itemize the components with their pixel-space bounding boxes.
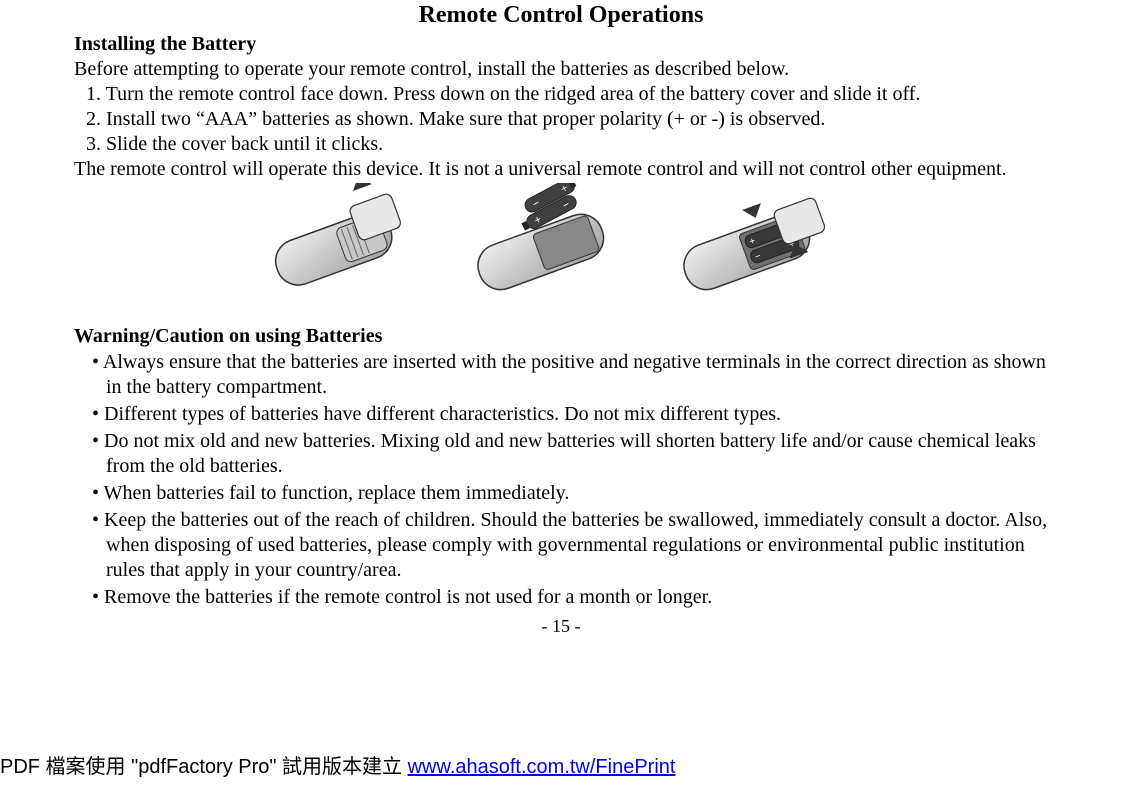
diagram-close-cover-icon: + − − + xyxy=(655,183,825,313)
installing-steps: 1. Turn the remote control face down. Pr… xyxy=(74,83,1048,156)
bullet-5: • Keep the batteries out of the reach of… xyxy=(92,508,1048,583)
page-number: - 15 - xyxy=(74,616,1048,637)
bullet-1: • Always ensure that the batteries are i… xyxy=(92,350,1048,400)
diagram-remove-cover-icon xyxy=(243,183,413,313)
page-title: Remote Control Operations xyxy=(74,2,1048,29)
pdf-footer: PDF 檔案使用 "pdfFactory Pro" 試用版本建立 www.aha… xyxy=(0,750,675,779)
section-installing-heading: Installing the Battery xyxy=(74,33,1048,56)
bullet-6-text: Remove the batteries if the remote contr… xyxy=(104,586,712,608)
footer-link[interactable]: www.ahasoft.com.tw/FinePrint xyxy=(408,756,676,778)
step-3: 3. Slide the cover back until it clicks. xyxy=(86,133,1048,156)
diagram-insert-batteries-icon: − + + − xyxy=(449,183,619,313)
bullet-4: • When batteries fail to function, repla… xyxy=(92,481,1048,506)
bullet-2: • Different types of batteries have diff… xyxy=(92,402,1048,427)
battery-diagram-row: − + + − + − − xyxy=(214,183,854,313)
section-warning-heading: Warning/Caution on using Batteries xyxy=(74,325,1048,348)
bullet-3: • Do not mix old and new batteries. Mixi… xyxy=(92,429,1048,479)
bullet-5-text: Keep the batteries out of the reach of c… xyxy=(104,509,1047,581)
installing-note: The remote control will operate this dev… xyxy=(74,158,1048,181)
installing-intro: Before attempting to operate your remote… xyxy=(74,58,1048,81)
bullet-6: • Remove the batteries if the remote con… xyxy=(92,585,1048,610)
step-2: 2. Install two “AAA” batteries as shown.… xyxy=(86,108,1048,131)
bullet-3-text: Do not mix old and new batteries. Mixing… xyxy=(104,430,1036,477)
bullet-2-text: Different types of batteries have differ… xyxy=(104,403,781,425)
warning-bullets: • Always ensure that the batteries are i… xyxy=(74,350,1048,610)
bullet-1-text: Always ensure that the batteries are ins… xyxy=(103,351,1046,398)
step-1: 1. Turn the remote control face down. Pr… xyxy=(86,83,1048,106)
footer-prefix: PDF 檔案使用 "pdfFactory Pro" 試用版本建立 xyxy=(0,756,408,778)
bullet-4-text: When batteries fail to function, replace… xyxy=(104,482,570,504)
